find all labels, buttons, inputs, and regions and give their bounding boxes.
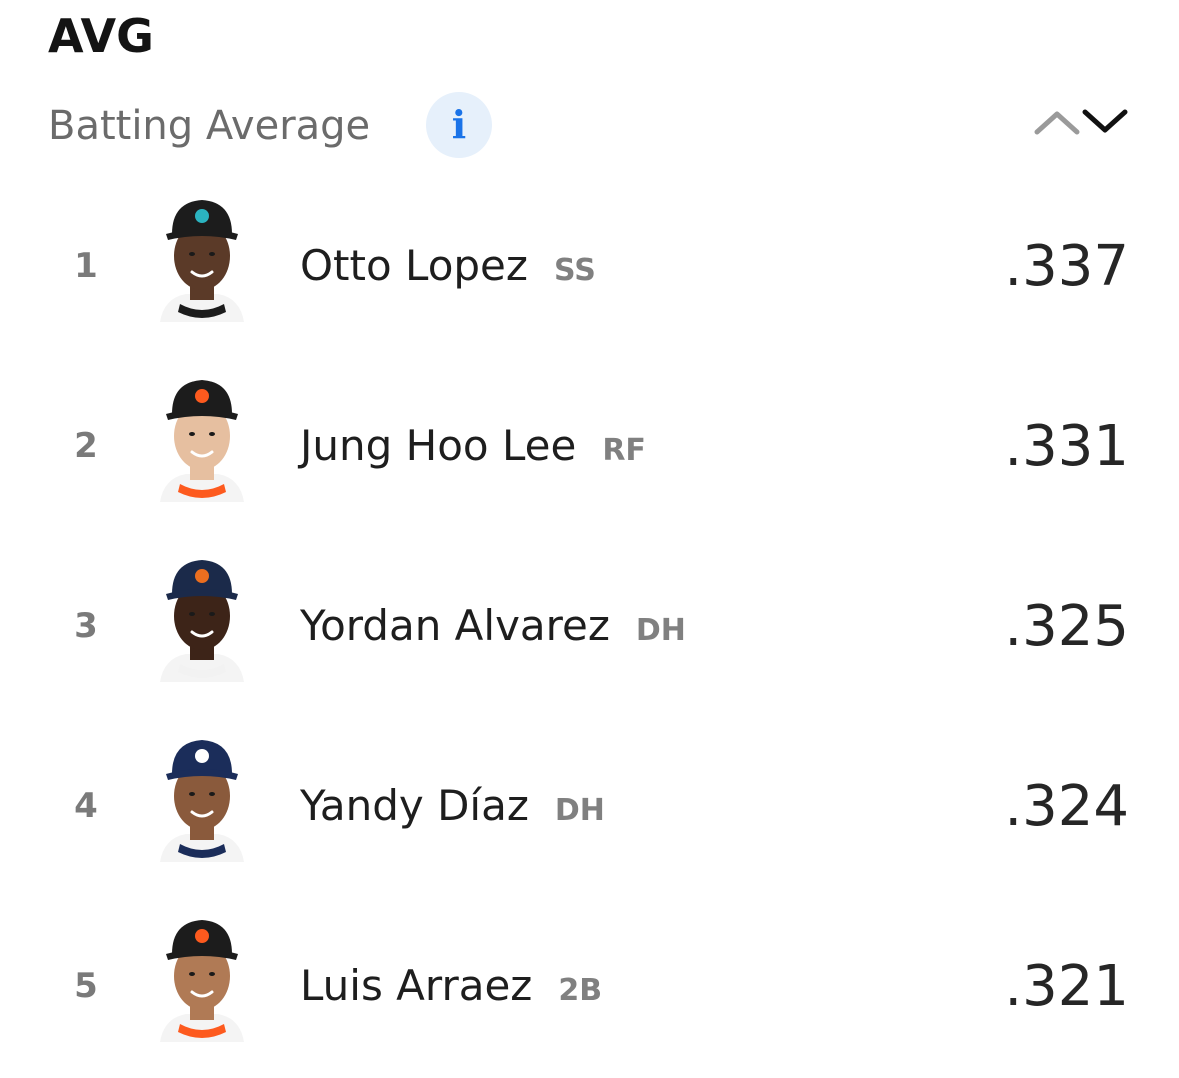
stat-value: .324: [1004, 774, 1129, 839]
player-headshot: [160, 560, 244, 682]
stat-value: .331: [1004, 414, 1129, 479]
player-name[interactable]: Luis Arraez: [300, 961, 533, 1010]
sort-descending-icon[interactable]: [1082, 109, 1128, 133]
leaders-list: 1 Otto Lopez SS .337 2 Jung Hoo Lee RF .33…: [0, 178, 1179, 1078]
sort-ascending-icon[interactable]: [1034, 111, 1080, 135]
player-name[interactable]: Yandy Díaz: [300, 781, 529, 830]
rank-number: 5: [74, 966, 98, 1006]
player-name[interactable]: Otto Lopez: [300, 241, 528, 290]
player-name[interactable]: Yordan Alvarez: [300, 601, 610, 650]
stat-value: .325: [1004, 594, 1129, 659]
player-position: RF: [602, 433, 646, 468]
player-headshot: [160, 920, 244, 1042]
leader-row[interactable]: 5 Luis Arraez 2B .321: [0, 898, 1179, 1078]
player-headshot: [160, 380, 244, 502]
leader-row[interactable]: 2 Jung Hoo Lee RF .331: [0, 358, 1179, 538]
leader-row[interactable]: 4 Yandy Díaz DH .324: [0, 718, 1179, 898]
stat-header: Batting Average i: [48, 90, 1133, 162]
player-position: DH: [554, 793, 605, 828]
stat-value: .337: [1004, 234, 1129, 299]
player-position: DH: [635, 613, 686, 648]
stat-value: .321: [1004, 954, 1129, 1019]
player-position: 2B: [558, 973, 603, 1008]
rank-number: 1: [74, 246, 98, 286]
leader-row[interactable]: 3 Yordan Alvarez DH .325: [0, 538, 1179, 718]
player-position: SS: [553, 253, 596, 288]
sort-controls: [1033, 102, 1133, 142]
stat-title: AVG: [48, 9, 154, 63]
player-headshot: [160, 200, 244, 322]
leader-row[interactable]: 1 Otto Lopez SS .337: [0, 178, 1179, 358]
info-button[interactable]: i: [426, 92, 492, 158]
rank-number: 4: [74, 786, 98, 826]
player-name[interactable]: Jung Hoo Lee: [300, 421, 577, 470]
rank-number: 3: [74, 606, 98, 646]
stat-description: Batting Average: [48, 103, 371, 149]
rank-number: 2: [74, 426, 98, 466]
player-headshot: [160, 740, 244, 862]
